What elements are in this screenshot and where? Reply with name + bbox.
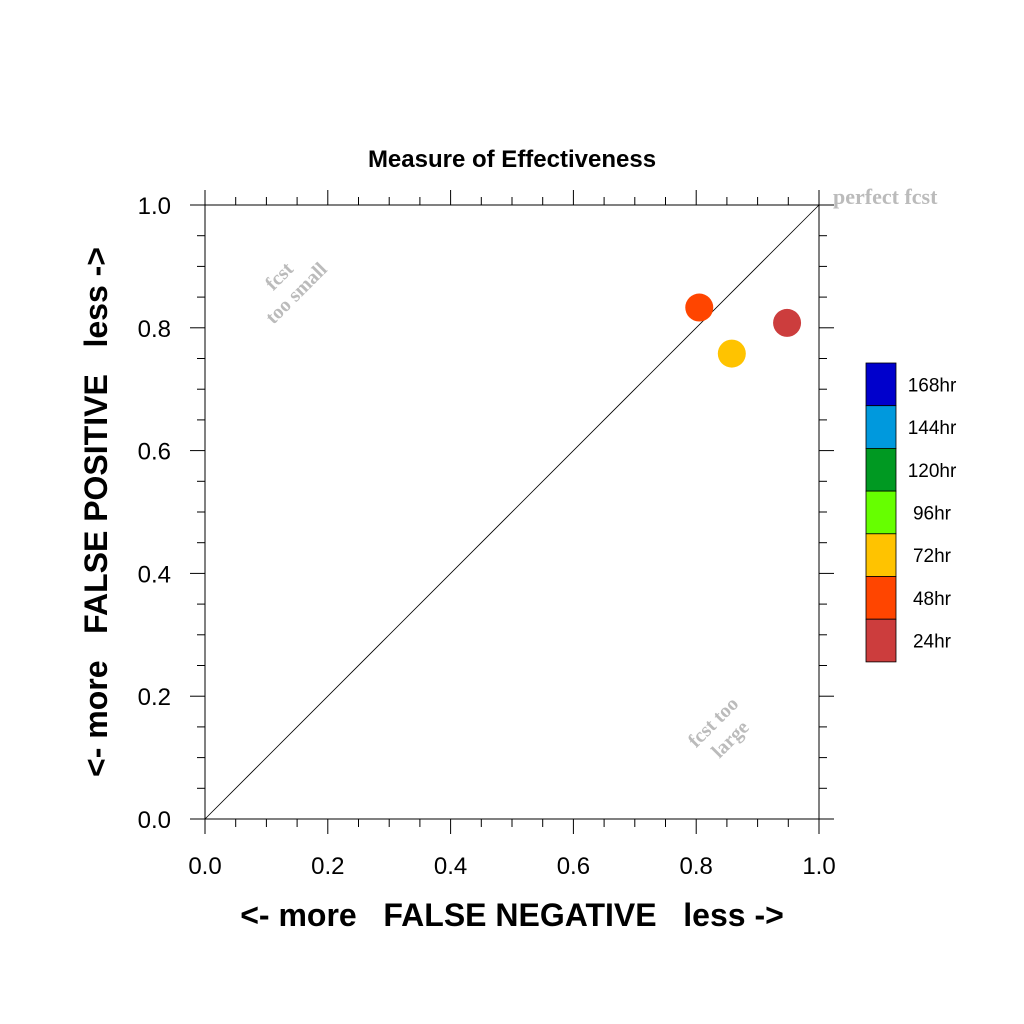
y-tick-label: 0.6: [138, 439, 171, 466]
data-point: [773, 308, 802, 337]
x-tick-label: 1.0: [802, 853, 835, 880]
chart-title: Measure of Effectiveness: [368, 146, 656, 173]
fcst-too-large-annotation: fcst too large: [684, 693, 754, 763]
x-tick-labels: 0.0 0.2 0.4 0.6 0.8 1.0: [188, 853, 835, 880]
fcst-too-small-annotation: fcst too small: [261, 258, 332, 329]
x-tick-label: 0.6: [557, 853, 590, 880]
legend-label: 120hr: [908, 461, 957, 482]
legend-label: 24hr: [913, 632, 952, 653]
diagonal-reference-line: [204, 204, 820, 820]
y-tick-label: 0.8: [138, 316, 171, 343]
legend-swatch: [865, 362, 897, 407]
y-tick-labels: 0.0 0.2 0.4 0.6 0.8 1.0: [138, 193, 171, 834]
y-tick-label: 0.4: [138, 561, 171, 588]
x-axis-label: <- more FALSE NEGATIVE less ->: [240, 897, 784, 933]
legend-swatch: [865, 490, 897, 535]
x-tick-label: 0.2: [311, 853, 344, 880]
x-tick-label: 0.8: [680, 853, 713, 880]
y-tick-label: 0.2: [138, 684, 171, 711]
legend-swatch: [865, 533, 897, 577]
legend-swatch: [865, 618, 897, 663]
legend-label: 168hr: [908, 375, 957, 396]
legend-label: 48hr: [913, 589, 952, 610]
y-tick-label: 1.0: [138, 193, 171, 220]
data-point: [685, 293, 714, 322]
legend-swatch: [865, 576, 897, 620]
legend-label: 72hr: [913, 546, 952, 567]
x-tick-label: 0.0: [188, 853, 221, 880]
legend-label: 96hr: [913, 503, 952, 524]
legend-swatch: [865, 447, 897, 492]
data-point: [717, 339, 746, 368]
legend-label: 144hr: [908, 418, 957, 439]
y-tick-label: 0.0: [138, 807, 171, 834]
legend-swatch: [865, 405, 897, 449]
plot-axes: [190, 190, 834, 834]
x-tick-label: 0.4: [434, 853, 467, 880]
data-points: [685, 293, 802, 368]
y-axis-label: <- more FALSE POSITIVE less ->: [78, 247, 114, 777]
forecast-hour-legend: 168hr 144hr 120hr 96hr 72hr 48hr 24hr: [865, 362, 957, 663]
perfect-fcst-annotation: perfect fcst: [833, 184, 938, 209]
